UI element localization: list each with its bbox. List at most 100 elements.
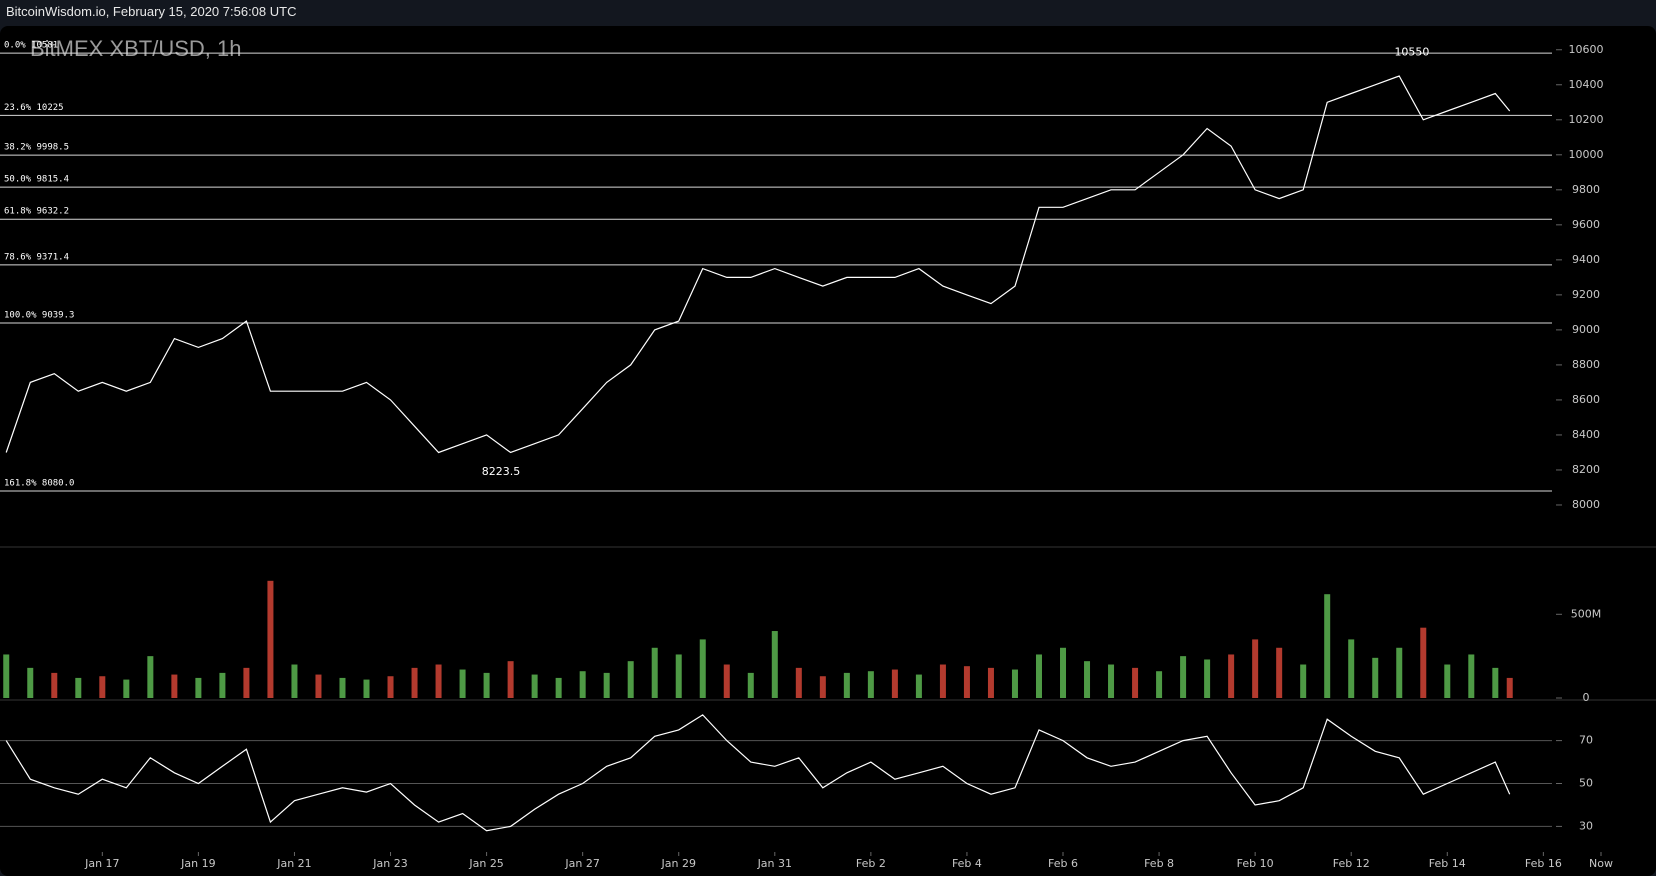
x-tick-label: Feb 16	[1525, 857, 1562, 870]
y-tick-label: 9600	[1572, 218, 1600, 231]
fib-label: 0.0% 10581	[4, 41, 58, 51]
x-tick-label: Jan 29	[661, 857, 696, 870]
volume-bar	[1468, 654, 1475, 698]
volume-bar	[867, 671, 874, 698]
x-tick-label: Feb 2	[856, 857, 886, 870]
volume-bar	[1372, 657, 1379, 698]
volume-bar	[75, 677, 82, 698]
volume-bar	[603, 672, 610, 698]
y-tick-label: 10600	[1569, 43, 1604, 56]
chart: BitMEX XBT/USD, 1h 8000 8200 8400 8600 8800 9…	[0, 26, 1656, 876]
volume-bar	[483, 672, 490, 698]
volume-bar	[1396, 647, 1403, 698]
volume-bar	[339, 677, 346, 698]
volume-bar	[1084, 661, 1091, 698]
fib-label: 161.8% 8080.0	[4, 478, 74, 488]
y-tick-label: 9200	[1572, 288, 1600, 301]
price-annotation: 10550	[1394, 46, 1429, 59]
volume-bar	[435, 664, 442, 698]
fib-label: 50.0% 9815.4	[4, 175, 69, 185]
fib-label: 38.2% 9998.5	[4, 143, 69, 153]
y-tick-label: 70	[1579, 734, 1593, 747]
volume-bar	[1324, 594, 1331, 698]
x-tick-label: Feb 14	[1429, 857, 1466, 870]
y-tick-label: 9400	[1572, 253, 1600, 266]
volume-bar	[555, 677, 562, 698]
y-tick-label: 10200	[1569, 113, 1604, 126]
volume-bar	[123, 679, 130, 698]
x-tick-label: Jan 17	[84, 857, 119, 870]
volume-bar	[1035, 654, 1042, 698]
volume-bar	[795, 667, 802, 698]
volume-bar	[147, 656, 154, 698]
y-tick-label: 500M	[1571, 607, 1602, 620]
volume-bar	[1156, 671, 1163, 698]
y-tick-label: 10000	[1569, 148, 1604, 161]
price-line	[5, 75, 1511, 454]
volume-bar	[1300, 664, 1307, 698]
volume-bar	[267, 580, 274, 698]
x-tick-label: Feb 6	[1048, 857, 1078, 870]
y-tick-label: 10400	[1569, 78, 1604, 91]
volume-bar	[243, 667, 250, 698]
price-line	[5, 714, 1511, 832]
volume-bar	[531, 674, 538, 698]
x-tick-label: Jan 19	[180, 857, 215, 870]
volume-bar	[939, 664, 946, 698]
x-tick-label: Jan 23	[372, 857, 407, 870]
volume-bar	[1204, 659, 1211, 698]
y-tick-label: 0	[1583, 691, 1590, 704]
volume-bar	[819, 676, 826, 698]
volume-bar	[675, 654, 682, 698]
volume-bar	[915, 674, 922, 698]
volume-bar	[1011, 669, 1018, 698]
volume-bar	[1252, 639, 1259, 698]
volume-bar	[723, 664, 730, 698]
volume-bar	[27, 667, 34, 698]
volume-bar	[1506, 677, 1513, 698]
volume-bar	[1132, 667, 1139, 698]
x-tick-label: Feb 12	[1333, 857, 1370, 870]
y-tick-label: 9800	[1572, 183, 1600, 196]
volume-bar	[3, 654, 10, 698]
volume-bar	[1492, 667, 1499, 698]
volume-bar	[771, 631, 778, 698]
volume-bar	[51, 672, 58, 698]
volume-bar	[219, 672, 226, 698]
volume-bar	[411, 667, 418, 698]
header: BitcoinWisdom.io, February 15, 2020 7:56…	[6, 4, 297, 19]
fib-label: 100.0% 9039.3	[4, 311, 74, 321]
volume-bar	[387, 676, 394, 698]
volume-bar	[1444, 664, 1451, 698]
y-tick-label: 30	[1579, 819, 1593, 832]
fib-label: 78.6% 9371.4	[4, 252, 69, 262]
price-annotation: 8223.5	[482, 465, 521, 478]
y-tick-label: 8400	[1572, 428, 1600, 441]
y-tick-label: 8600	[1572, 393, 1600, 406]
volume-bar	[843, 672, 850, 698]
volume-bar	[1228, 654, 1235, 698]
fib-label: 61.8% 9632.2	[4, 207, 69, 217]
volume-bar	[363, 679, 370, 698]
volume-bar	[1420, 627, 1427, 698]
volume-bar	[699, 639, 706, 698]
volume-bar	[459, 669, 466, 698]
chart-title: BitMEX XBT/USD, 1h	[30, 36, 242, 61]
volume-bar	[627, 661, 634, 698]
y-tick-label: 8200	[1572, 463, 1600, 476]
x-tick-label: Jan 27	[564, 857, 599, 870]
volume-bar	[171, 674, 178, 698]
y-tick-label: 8800	[1572, 358, 1600, 371]
volume-bar	[99, 676, 106, 698]
volume-bar	[579, 671, 586, 698]
volume-bar	[1060, 647, 1067, 698]
x-tick-label: Feb 8	[1144, 857, 1174, 870]
volume-bar	[507, 661, 514, 698]
volume-bar	[1108, 664, 1115, 698]
volume-bar	[315, 674, 322, 698]
volume-bar	[1276, 647, 1283, 698]
volume-bar	[963, 666, 970, 698]
fib-label: 23.6% 10225	[4, 103, 64, 113]
volume-bar	[1180, 656, 1187, 698]
